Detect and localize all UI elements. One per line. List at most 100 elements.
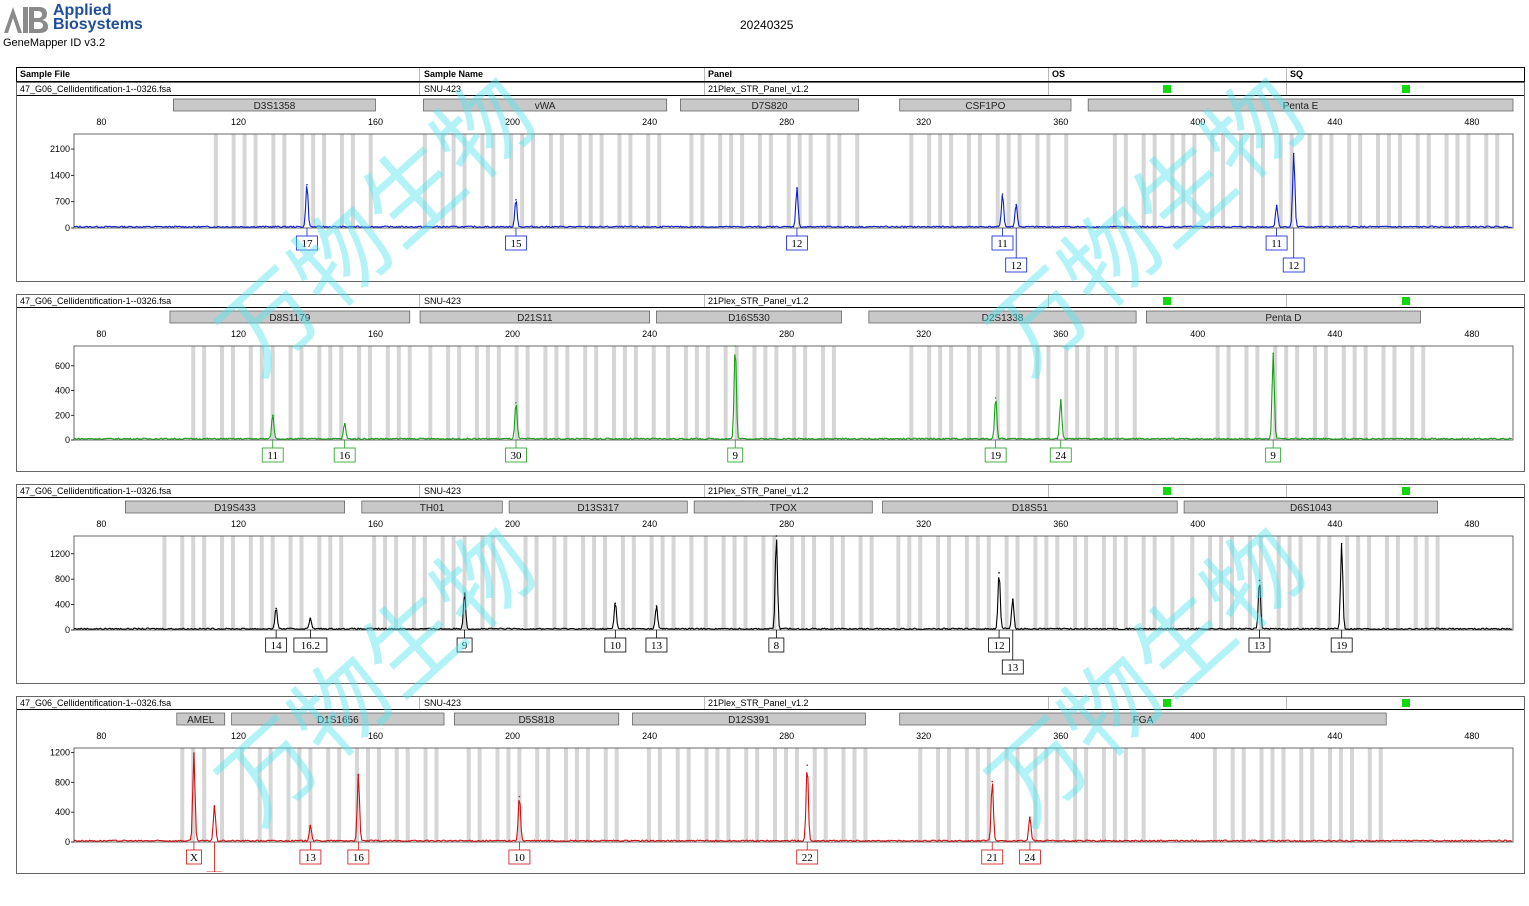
marker-d2s1338: D2S1338	[868, 310, 1137, 324]
x-tick-label: 360	[1053, 519, 1068, 529]
y-tick-label: 0	[65, 435, 70, 445]
peak-11	[1275, 204, 1278, 207]
trace-red	[73, 752, 1513, 843]
allele-label: 11	[1271, 238, 1282, 250]
svg-text:D6S1043: D6S1043	[1290, 503, 1332, 514]
x-tick-label: 480	[1464, 519, 1479, 529]
allele-label: 19	[990, 450, 1002, 462]
marker-d3s1358: D3S1358	[173, 98, 376, 112]
marker-d18s51: D18S51	[882, 500, 1178, 514]
x-tick-label: 280	[779, 329, 794, 339]
sample-file: 47_G06_Cellidentification-1--0326.fsa	[20, 296, 172, 306]
allele-bins	[191, 346, 1426, 440]
x-tick-label: 400	[1190, 731, 1205, 741]
peak-16	[357, 774, 360, 776]
peak-12	[998, 572, 1000, 574]
allele-label: 10	[514, 852, 526, 864]
col-sample-file: Sample File	[20, 69, 71, 79]
allele-label: 17	[301, 238, 313, 250]
peak-17	[306, 183, 308, 186]
peak-11	[1001, 193, 1004, 195]
os-quality-flag	[1163, 699, 1171, 707]
y-tick-label: 700	[55, 197, 70, 207]
peak-8	[775, 535, 778, 537]
marker-penta-e: Penta E	[1087, 98, 1514, 112]
x-tick-label: 280	[779, 117, 794, 127]
x-tick-label: 400	[1190, 329, 1205, 339]
allele-label: 30	[510, 450, 522, 462]
allele-bins	[213, 134, 1500, 228]
y-tick-label: 1400	[50, 170, 70, 180]
x-tick-label: 240	[642, 117, 657, 127]
applied-biosystems-logo: Applied Biosystems	[3, 3, 143, 38]
svg-text:D2S1338: D2S1338	[982, 313, 1024, 324]
svg-text:D16S530: D16S530	[728, 313, 770, 324]
marker-csf1po: CSF1PO	[899, 98, 1072, 112]
svg-text:D18S51: D18S51	[1012, 503, 1049, 514]
y-tick-label: 800	[55, 574, 70, 584]
x-tick-label: 320	[916, 519, 931, 529]
x-tick-label: 400	[1190, 519, 1205, 529]
peak-19	[1340, 542, 1343, 545]
trace-green	[73, 352, 1512, 441]
svg-text:vWA: vWA	[535, 101, 556, 112]
allele-label: 11	[997, 238, 1008, 250]
x-tick-label: 480	[1464, 731, 1479, 741]
allele-label: 16.2	[301, 640, 320, 652]
x-tick-label: 80	[96, 519, 106, 529]
x-tick-label: 200	[505, 731, 520, 741]
svg-text:D3S1358: D3S1358	[254, 101, 296, 112]
marker-d6s1043: D6S1043	[1183, 500, 1438, 514]
peak-9	[1272, 352, 1274, 355]
panel-name: 21Plex_STR_Panel_v1.2	[708, 296, 809, 306]
peak-13	[1011, 598, 1014, 601]
peak-9	[734, 345, 737, 347]
peak-12	[796, 187, 798, 189]
x-tick-label: 120	[231, 117, 246, 127]
svg-text:AMEL: AMEL	[187, 715, 215, 726]
column-header-row: Sample File Sample Name Panel OS SQ	[16, 67, 1525, 82]
x-tick-label: 480	[1464, 329, 1479, 339]
x-tick-label: 160	[368, 117, 383, 127]
marker-vwa: vWA	[423, 98, 668, 112]
electropherogram-green: D8S1179 D21S11 D16S530 D2S1338 Penta D 80 120 1…	[55, 310, 1514, 463]
sample-file: 47_G06_Cellidentification-1--0326.fsa	[20, 698, 172, 708]
peak-16	[343, 423, 346, 425]
sample-name: SNU-423	[424, 486, 462, 496]
electropherogram-blue: D3S1358 vWA D7S820 CSF1PO Penta E80 120 160 200…	[50, 98, 1514, 273]
svg-text:D13S317: D13S317	[577, 503, 619, 514]
marker-d21s11: D21S11	[419, 310, 650, 324]
trace-black	[73, 539, 1513, 631]
sample-name: SNU-423	[424, 84, 462, 94]
sq-quality-flag	[1402, 699, 1410, 707]
peak-12	[1015, 203, 1018, 206]
software-version: GeneMapper ID v3.2	[3, 37, 106, 49]
x-tick-label: 80	[96, 117, 106, 127]
peak-21	[991, 780, 994, 783]
allele-label: 16	[339, 450, 351, 462]
svg-text:D21S11: D21S11	[517, 313, 553, 324]
y-tick-label: 200	[55, 410, 70, 420]
y-tick-label: 1200	[50, 549, 70, 559]
x-tick-label: 240	[642, 519, 657, 529]
svg-text:TH01: TH01	[420, 503, 445, 514]
y-tick-label: 800	[55, 777, 70, 787]
allele-label: 24	[1024, 852, 1036, 864]
allele-label: 9	[1270, 450, 1276, 462]
marker-d19s433: D19S433	[125, 500, 346, 514]
svg-text:D12S391: D12S391	[728, 715, 770, 726]
x-tick-label: 480	[1464, 117, 1479, 127]
peak-13	[309, 824, 312, 827]
x-tick-label: 360	[1053, 731, 1068, 741]
y-tick-label: 400	[55, 600, 70, 610]
allele-label: 12	[791, 238, 802, 250]
report-header: Applied Biosystems GeneMapper ID v3.2 20…	[0, 0, 1529, 60]
sample-file: 47_G06_Cellidentification-1--0326.fsa	[20, 84, 172, 94]
marker-d7s820: D7S820	[680, 98, 859, 112]
allele-label: 21	[987, 852, 998, 864]
sample-name: SNU-423	[424, 698, 462, 708]
x-tick-label: 320	[916, 329, 931, 339]
os-quality-flag	[1163, 297, 1171, 305]
marker-amel: AMEL	[176, 712, 226, 726]
